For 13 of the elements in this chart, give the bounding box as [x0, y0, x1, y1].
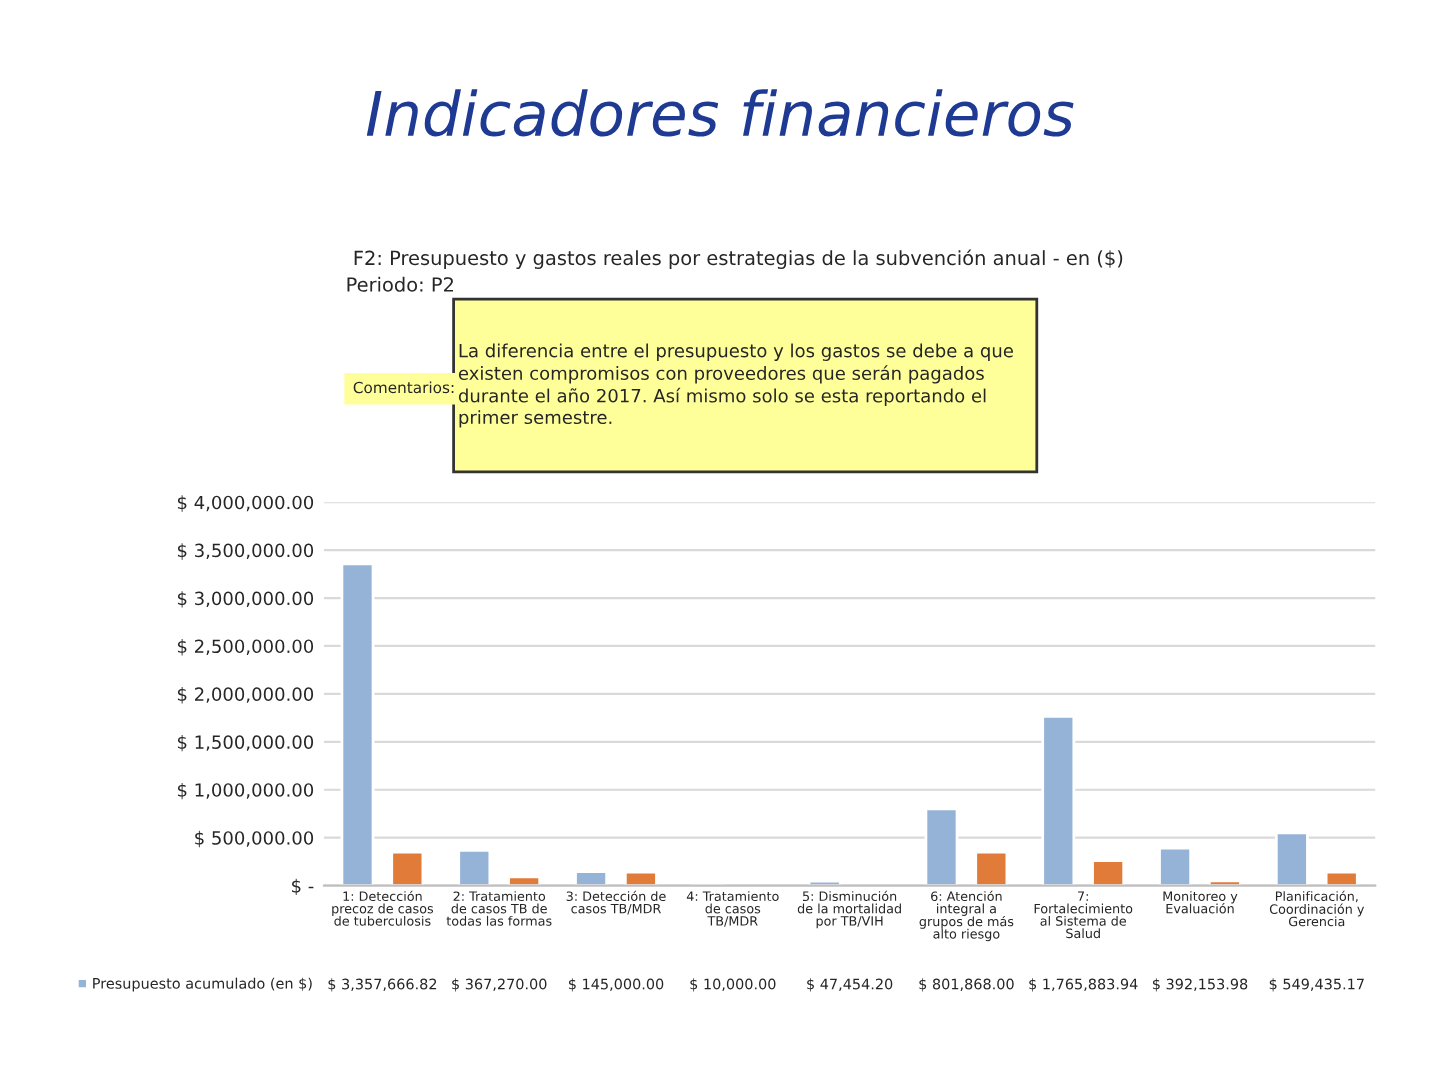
y-tick-label: $ - — [292, 878, 314, 896]
y-tick-label: $ 3,500,000.00 — [177, 543, 314, 560]
text: La diferencia entre el presupuesto y los gastos se debe a que existen compromisos con proveedores que serán pagados durante el año 2017. Así mismo solo se esta reportando el primer semestre. — [458, 343, 1013, 428]
chart-title: Indicadores financieros — [366, 89, 1074, 137]
y-tick-label: $ 4,000,000.00 — [177, 495, 314, 512]
y-tick-label: $ 3,000,000.00 — [177, 591, 314, 608]
y-tick-label: $ 2,500,000.00 — [177, 639, 314, 656]
y-tick-label: $ 1,500,000.00 — [177, 734, 314, 752]
chart-subtitle: F2: Presupuesto y gastos reales por estrategias de la subvención anual - en ($) — [354, 249, 1123, 269]
text: Periodo: P2 — [347, 276, 453, 292]
y-tick-label: $ 1,000,000.00 — [177, 782, 314, 800]
y-tick-label: $ 500,000.00 — [195, 830, 314, 848]
y-tick-label: $ 2,000,000.00 — [177, 687, 314, 704]
